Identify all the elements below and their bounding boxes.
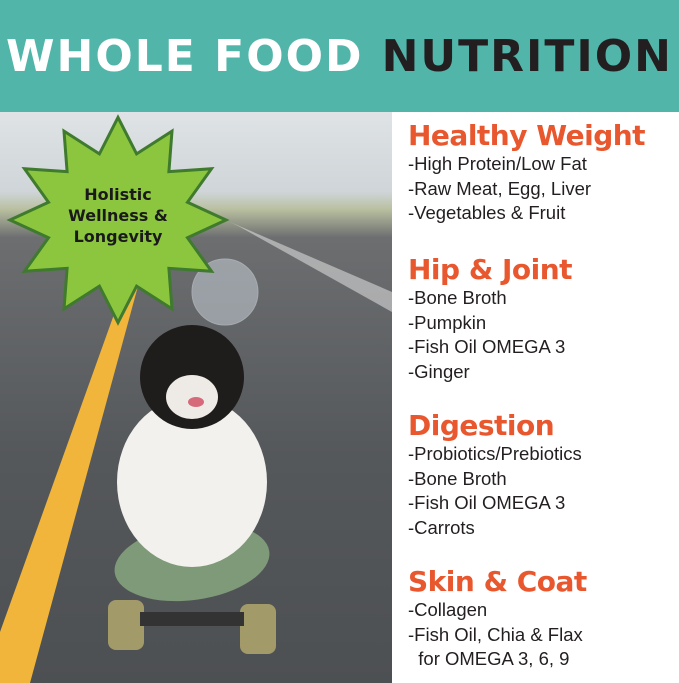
list-item: -High Protein/Low Fat [408, 153, 587, 174]
title-light: WHOLE FOOD [6, 30, 364, 82]
list-item: -Bone Broth [408, 467, 507, 489]
truck [140, 612, 244, 626]
list-item: -Pumpkin [408, 311, 487, 333]
list-item: -Raw Meat, Egg, Liver [408, 177, 592, 199]
bubble [191, 258, 259, 326]
nutrition-panel: Healthy Weight -High Protein/Low Fat -Raw … [392, 112, 679, 683]
header-banner: WHOLE FOOD NUTRITION [0, 0, 679, 112]
section-title: Digestion [408, 409, 555, 442]
list-item: for OMEGA 3, 6, 9 [408, 648, 570, 669]
section-title: Skin & Coat [408, 565, 587, 598]
title-dark: NUTRITION [381, 30, 673, 82]
list-item: -Bone Broth [408, 287, 507, 308]
dog-body [117, 397, 267, 567]
list-item: -Carrots [408, 516, 475, 538]
list-item: -Fish Oil, Chia & Flax [408, 623, 583, 645]
list-item: -Fish Oil OMEGA 3 [408, 336, 566, 357]
dog-muzzle [166, 375, 218, 419]
dog-skateboard-photo: Holistic Wellness & Longevity [0, 112, 392, 683]
list-item: -Probiotics/Prebiotics [408, 443, 582, 464]
section-title: Healthy Weight [408, 119, 646, 152]
starburst-badge: Holistic Wellness & Longevity [6, 114, 230, 326]
section-0: Healthy Weight -High Protein/Low Fat -Raw … [408, 119, 646, 226]
section-2: Digestion -Probiotics/Prebiotics -Bone Bro… [408, 410, 582, 540]
badge-line: Longevity [74, 227, 163, 246]
dog-tongue [188, 397, 204, 407]
list-item: -Ginger [408, 360, 470, 382]
road-yellow-line [0, 242, 150, 683]
section-title: Hip & Joint [408, 253, 573, 286]
list-item: -Collagen [408, 599, 488, 620]
list-item: -Fish Oil OMEGA 3 [408, 492, 566, 513]
section-3: Skin & Coat -Collagen -Fish Oil, Chia & Fl… [408, 566, 587, 672]
badge-line: Holistic [84, 185, 152, 204]
wheel [240, 604, 276, 654]
section-1: Hip & Joint -Bone Broth -Pumpkin -Fish Oil … [408, 253, 573, 384]
list-item: -Vegetables & Fruit [408, 202, 566, 223]
badge-line: Wellness & [68, 206, 168, 225]
wheel [108, 600, 144, 650]
